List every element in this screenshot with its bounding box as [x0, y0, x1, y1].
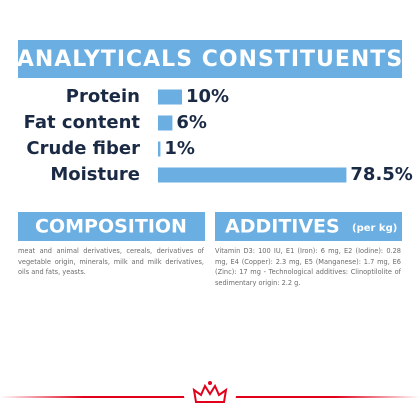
- value-label: 6%: [176, 112, 207, 133]
- category-label: Fat content: [24, 112, 141, 133]
- category-label: Moisture: [50, 164, 140, 185]
- chart-title: ANALYTICALS CONSTITUENTS: [17, 47, 403, 72]
- additives-title: ADDITIVES: [225, 216, 340, 238]
- composition-text: meat and animal derivatives, cereals, de…: [18, 247, 204, 276]
- value-label: 10%: [186, 86, 229, 107]
- composition-banner: [18, 212, 205, 241]
- composition-title: COMPOSITION: [35, 216, 187, 238]
- bar: [158, 167, 347, 183]
- additives-unit: (per kg): [352, 223, 397, 234]
- value-label: 78.5%: [350, 164, 412, 185]
- bar: [158, 141, 161, 157]
- title-banner: [18, 40, 402, 78]
- bar: [158, 115, 173, 131]
- additives-banner: [215, 212, 402, 241]
- bar: [158, 89, 182, 105]
- category-label: Crude fiber: [26, 138, 140, 159]
- value-label: 1%: [164, 138, 195, 159]
- additives-text: Vitamin D3: 100 IU, E1 (Iron): 6 mg, E2 …: [215, 247, 401, 287]
- category-label: Protein: [66, 86, 140, 107]
- logo: [184, 381, 236, 408]
